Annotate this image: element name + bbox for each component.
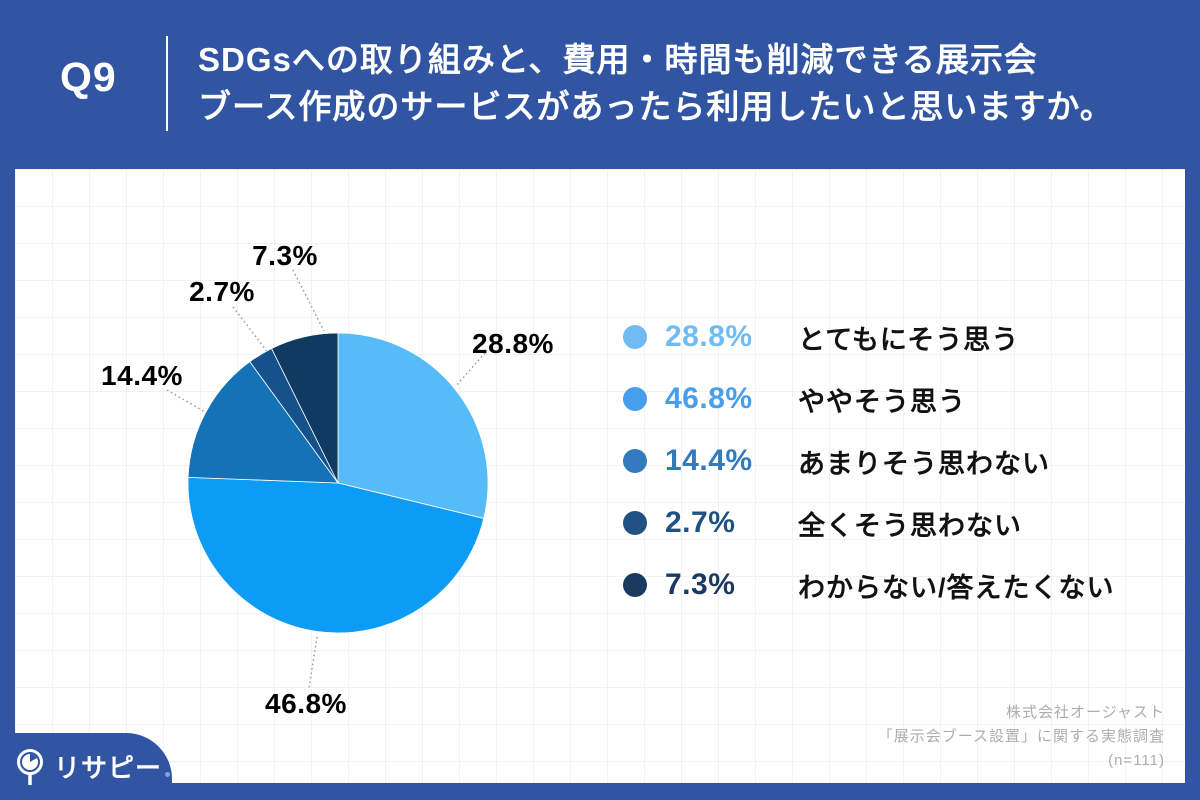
pie-chart [188,333,488,633]
legend-item: 28.8% とてもにそう思う [623,315,1115,359]
legend-item: 46.8% ややそう思う [623,377,1115,421]
question-title-line1: SDGsへの取り組みと、費用・時間も削減できる展示会 [198,41,1038,78]
pie-slice [188,476,485,633]
source-note: 株式会社オージャスト 「展示会ブース設置」に関する実態調査 (n=111) [878,701,1165,773]
legend-dot-icon [623,573,647,597]
legend-dot-icon [623,511,647,535]
brand-name: リサピー [54,753,163,783]
pie-value-label: 46.8% [265,688,347,719]
legend-dot-icon [623,387,647,411]
legend-percent: 7.3% [665,568,736,601]
legend: 28.8% とてもにそう思う 46.8% ややそう思う 14.4% あまりそう思わない 2.… [623,315,1115,625]
question-header: Q9 SDGsへの取り組みと、費用・時間も削減できる展示会 ブース作成のサービス… [0,0,1200,169]
legend-percent: 28.8% [665,320,753,353]
brand-logo: リサピー [0,733,172,800]
legend-item: 2.7% 全くそう思わない [623,501,1115,545]
legend-dot-icon [623,325,647,349]
legend-label: 全くそう思わない [798,510,1022,541]
question-number: Q9 [60,54,117,100]
legend-label: わからない/答えたくない [798,572,1115,603]
magnifier-pie-icon [17,748,43,785]
legend-percent: 46.8% [665,382,753,415]
legend-label: ややそう思う [798,386,966,417]
pie-slice [188,361,339,484]
legend-percent: 2.7% [665,506,736,539]
legend-dot-icon [623,449,647,473]
pie-slice [337,333,488,519]
legend-label: あまりそう思わない [798,448,1050,479]
pie-value-label: 2.7% [189,276,255,307]
source-sample-size: (n=111) [1108,752,1165,769]
legend-item: 14.4% あまりそう思わない [623,439,1115,483]
question-title-line2: ブース作成のサービスがあったら利用したいと思いますか。 [198,88,1114,125]
pie-value-label: 7.3% [252,240,318,271]
chart-card: 28.8% 46.8% 14.4% 2.7% 7.3% 28.8% とてもにそう思… [15,169,1185,783]
pie-value-label: 14.4% [101,360,183,391]
source-company: 株式会社オージャスト [1006,704,1165,721]
pie-value-label: 28.8% [472,328,554,359]
legend-item: 7.3% わからない/答えたくない [623,563,1115,607]
pie-slice [271,333,339,484]
legend-label: とてもにそう思う [798,324,1020,355]
brand-dot-icon [165,772,171,777]
question-title: SDGsへの取り組みと、費用・時間も削減できる展示会 ブース作成のサービスがあっ… [198,36,1114,130]
source-survey: 「展示会ブース設置」に関する実態調査 [877,728,1165,745]
header-divider [166,36,168,131]
legend-percent: 14.4% [665,444,753,477]
